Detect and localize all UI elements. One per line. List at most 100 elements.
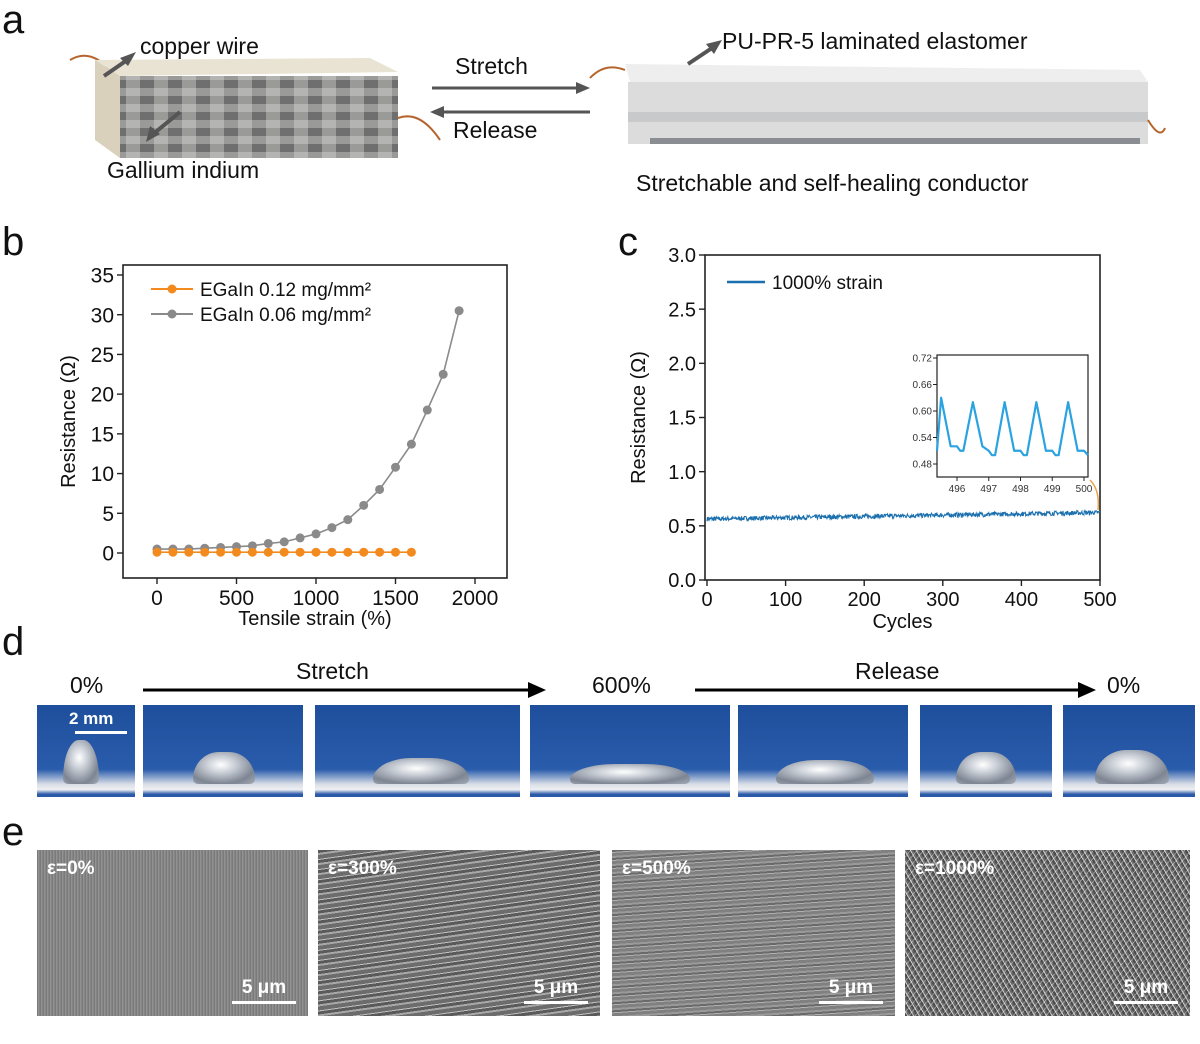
x-tick-label: 500 (219, 587, 254, 610)
data-point (247, 547, 257, 557)
data-point (311, 547, 321, 557)
y-tick-label: 2.5 (668, 299, 696, 321)
sem-strain-label: ε=0% (47, 858, 95, 879)
data-point (279, 547, 289, 557)
y-tick-label: 0.5 (668, 516, 696, 538)
inset-y-tick-label: 0.48 (913, 460, 933, 471)
x-tick-label: 2000 (452, 587, 499, 610)
droplet-photo-4 (738, 705, 908, 797)
arrow-head (528, 682, 546, 698)
series-line-1000-strain (706, 509, 1101, 523)
scale-line (1114, 1001, 1178, 1004)
data-point (343, 547, 353, 557)
droplet-photo-3 (530, 705, 730, 797)
slab-side (95, 60, 120, 158)
label-copper-wire: copper wire (140, 33, 259, 59)
data-point (406, 439, 416, 449)
chart-b: 0 500 1000 1500 2000 0 5 10 15 20 25 30 35 Tensile st… (58, 264, 508, 630)
label-stretch: Stretch (296, 658, 369, 684)
data-point (359, 547, 369, 557)
label-0-percent-start: 0% (70, 672, 104, 698)
scale-bar (75, 731, 127, 734)
inset-x-tick-label: 500 (1076, 484, 1093, 495)
data-point (168, 547, 178, 557)
x-tick-label: 300 (926, 589, 959, 611)
droplet (956, 752, 1016, 785)
panel-label-a: a (2, 0, 25, 42)
sem-strain-label: ε=1000% (915, 858, 995, 879)
data-point (375, 484, 385, 494)
sem-strain-label: ε=500% (622, 858, 691, 879)
elastomer-layer (628, 112, 1148, 122)
data-point (391, 547, 400, 557)
y-tick-label: 1.0 (668, 462, 696, 484)
inset-y-tick-label: 0.72 (913, 354, 933, 365)
x-tick-label: 0 (151, 587, 163, 610)
sem-strain-label: ε=300% (328, 858, 397, 879)
data-point (216, 547, 226, 557)
droplet (63, 740, 99, 785)
x-axis-label: Cycles (872, 611, 932, 633)
legend-label: 1000% strain (772, 273, 883, 294)
scale-text: 5 μm (241, 977, 287, 998)
data-point (247, 541, 257, 551)
sem-scale-bar: 5 μm (524, 977, 588, 1004)
data-point (454, 306, 464, 316)
legend-label: EGaIn 0.06 mg/mm² (200, 305, 371, 326)
arrow-head (1078, 682, 1096, 698)
scale-line (232, 1001, 296, 1004)
data-point (279, 537, 289, 547)
copper-wire-right-2 (1147, 119, 1166, 134)
inset-x-tick-label: 499 (1044, 484, 1061, 495)
sem-image-1: ε=300% 5 μm (318, 850, 600, 1016)
panel-a: copper wire Gallium indium Stretch Relea… (0, 0, 1200, 210)
data-point (295, 547, 305, 557)
scale-line (819, 1001, 883, 1004)
inset-connector (1089, 479, 1100, 511)
x-tick-label: 1000 (293, 587, 340, 610)
y-tick-label: 25 (91, 344, 114, 367)
panel-d-arrows (143, 682, 1096, 698)
droplet-photo-1 (143, 705, 303, 797)
droplet (373, 758, 469, 785)
y-tick-label: 20 (91, 384, 114, 407)
data-point (311, 529, 321, 539)
data-point (391, 462, 400, 472)
inset-x-tick-label: 497 (980, 484, 997, 495)
panel-e: ε=0% 5 μm ε=300% 5 μm ε=500% 5 μm ε=1000… (0, 845, 1200, 1020)
scale-text: 5 μm (533, 977, 579, 998)
droplet (193, 752, 255, 785)
label-release: Release (453, 117, 538, 143)
legend-label: EGaIn 0.12 mg/mm² (200, 280, 371, 301)
data-point (422, 405, 432, 415)
arrow-head (706, 40, 722, 54)
x-tick-label: 400 (1005, 589, 1038, 611)
inset-y-tick-label: 0.60 (913, 407, 933, 418)
data-point (327, 547, 337, 557)
y-tick-label: 0 (102, 543, 114, 566)
inset-series-line (935, 396, 1089, 457)
copper-wire-right (397, 115, 441, 141)
data-point (295, 533, 305, 543)
y-tick-label: 1.5 (668, 408, 696, 430)
series-line-1 (157, 310, 460, 550)
y-tick-label: 2.0 (668, 354, 696, 376)
droplet (570, 764, 690, 785)
label-laminated-elastomer: PU-PR-5 laminated elastomer (722, 28, 1028, 54)
data-point (375, 547, 385, 557)
arrow-gallium (150, 110, 182, 137)
data-point (232, 547, 241, 557)
scale-line (524, 1001, 588, 1004)
droplet-photo-2 (315, 705, 520, 797)
sem-image-3: ε=1000% 5 μm (905, 850, 1190, 1016)
arrow-head (576, 82, 590, 94)
y-tick-label: 5 (102, 503, 114, 526)
data-point (406, 547, 416, 557)
inset-chart: 496 497 498 499 500 0.48 0.54 0.60 0.66 0.72 (913, 354, 1093, 496)
label-conductor: Stretchable and self-healing conductor (636, 170, 1029, 196)
y-axis-label: Resistance (Ω) (58, 355, 80, 488)
inset-x-tick-label: 496 (949, 484, 966, 495)
droplet (776, 760, 874, 785)
